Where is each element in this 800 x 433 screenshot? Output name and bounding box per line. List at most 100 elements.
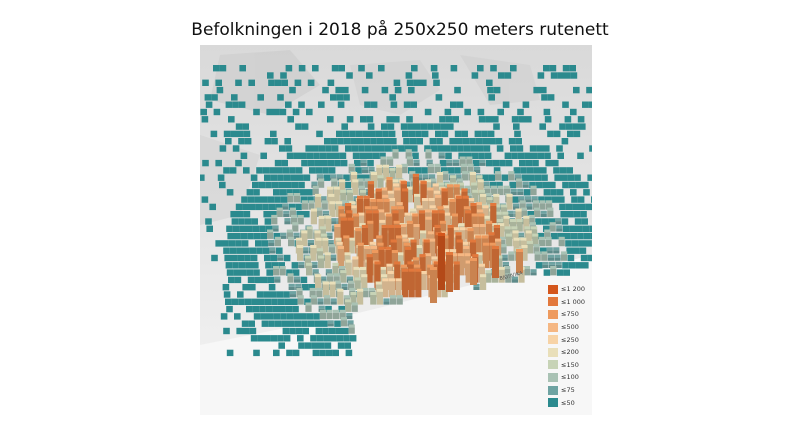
grid-cell	[487, 130, 495, 138]
grid-cell	[462, 138, 470, 145]
population-bar	[534, 207, 541, 217]
grid-cell	[292, 108, 300, 116]
grid-cell	[204, 94, 212, 101]
grid-cell	[275, 203, 282, 211]
grid-cell	[378, 145, 385, 152]
population-bar	[389, 167, 396, 181]
population-bar	[402, 268, 409, 298]
grid-cell	[343, 138, 351, 145]
grid-cell	[215, 240, 222, 247]
grid-cell	[247, 232, 254, 240]
grid-cell	[543, 65, 550, 72]
population-bar	[469, 172, 476, 188]
grid-cell	[457, 145, 464, 152]
grid-cell	[366, 116, 374, 123]
population-bar	[513, 203, 520, 210]
grid-cell	[295, 123, 302, 130]
population-bar	[297, 295, 304, 305]
legend-swatch	[548, 347, 558, 357]
population-bar	[396, 164, 403, 181]
grid-cell	[478, 116, 486, 123]
grid-cell	[502, 101, 510, 108]
population-bar	[333, 186, 340, 203]
grid-cell	[226, 189, 234, 196]
grid-cell	[551, 196, 558, 203]
grid-cell	[564, 232, 571, 240]
grid-cell	[535, 262, 543, 269]
population-bar	[330, 218, 337, 225]
grid-cell	[573, 247, 580, 254]
grid-cell	[231, 218, 239, 225]
population-bar	[523, 215, 530, 232]
population-bar	[434, 163, 441, 174]
grid-cell	[300, 196, 308, 203]
population-bar	[302, 247, 309, 254]
grid-cell	[260, 152, 267, 159]
grid-cell	[334, 159, 341, 167]
grid-cell	[283, 291, 290, 298]
grid-cell	[306, 189, 313, 196]
legend-item: ≤500	[548, 321, 588, 334]
population-bar	[337, 245, 344, 269]
population-bar	[396, 295, 403, 305]
population-bar	[465, 260, 472, 283]
population-bar	[388, 278, 395, 298]
population-bar	[352, 179, 359, 196]
grid-cell	[529, 145, 537, 152]
grid-cell	[332, 349, 339, 357]
grid-cell	[301, 159, 308, 167]
grid-cell	[582, 225, 590, 232]
grid-cell	[331, 65, 339, 72]
grid-cell	[223, 327, 230, 335]
population-bar	[453, 261, 460, 290]
population-bar	[333, 273, 340, 283]
grid-cell	[447, 123, 454, 130]
population-bar	[274, 236, 281, 247]
grid-cell	[312, 349, 320, 357]
grid-cell	[268, 203, 276, 211]
population-bar	[292, 222, 299, 232]
grid-cell	[225, 101, 233, 108]
grid-cell	[471, 72, 479, 79]
grid-cell	[229, 247, 237, 254]
grid-cell	[532, 159, 539, 167]
population-bar	[310, 295, 317, 305]
grid-cell	[222, 284, 230, 291]
grid-cell	[251, 218, 258, 225]
population-bar	[376, 164, 383, 181]
grid-cell	[580, 211, 587, 218]
legend-label: ≤75	[561, 386, 575, 395]
grid-cell	[331, 145, 339, 152]
grid-cell	[570, 72, 578, 79]
grid-cell	[560, 211, 567, 218]
grid-cell	[249, 247, 257, 254]
grid-cell	[336, 335, 344, 342]
grid-cell	[315, 327, 323, 335]
grid-cell	[342, 130, 350, 138]
grid-cell	[535, 218, 542, 225]
grid-cell	[280, 196, 288, 203]
grid-cell	[313, 313, 320, 320]
grid-cell	[590, 232, 592, 240]
population-bar	[497, 185, 504, 196]
grid-cell	[265, 181, 272, 189]
grid-cell	[227, 232, 234, 240]
grid-cell	[310, 335, 317, 342]
grid-cell	[234, 313, 241, 320]
grid-cell	[553, 130, 561, 138]
grid-cell	[286, 189, 293, 196]
population-bar	[438, 152, 445, 159]
grid-cell	[387, 123, 395, 130]
population-bar	[316, 207, 323, 217]
population-bar	[401, 163, 408, 174]
population-bar	[343, 235, 350, 261]
grid-cell	[239, 225, 246, 232]
grid-cell	[389, 94, 396, 101]
grid-cell	[579, 203, 586, 211]
grid-cell	[238, 138, 245, 145]
grid-cell	[499, 159, 506, 167]
grid-cell	[497, 108, 504, 116]
map-3d-population-grid[interactable]: BJØRVIKA	[200, 45, 592, 415]
population-bar	[327, 273, 334, 283]
grid-cell	[249, 203, 256, 211]
